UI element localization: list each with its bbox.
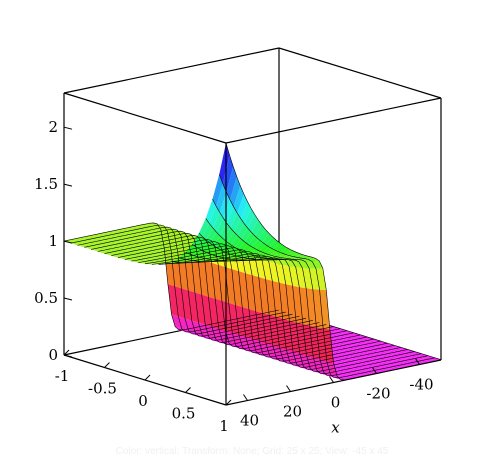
x-tick — [244, 395, 248, 401]
surface-mesh — [64, 143, 441, 380]
z-tick-label: 0.5 — [34, 289, 58, 307]
z-tick — [64, 184, 72, 186]
box-edge — [64, 93, 226, 143]
box-edge — [226, 98, 441, 143]
z-tick — [64, 127, 72, 129]
t-tick-label: 0.5 — [172, 405, 196, 423]
t-tick-label: -0.5 — [88, 380, 117, 398]
t-tick — [145, 375, 150, 380]
t-tick-label: -1 — [55, 367, 70, 385]
z-tick-label: 0 — [48, 346, 58, 364]
x-tick — [330, 377, 334, 383]
box-edge — [64, 48, 279, 93]
x-tick-label: -40 — [409, 376, 433, 394]
plot-caption: Color: vertical; Transform: None; Grid: … — [0, 446, 504, 457]
z-tick — [64, 298, 72, 300]
t-tick — [105, 363, 110, 368]
z-tick-label: 1 — [48, 232, 58, 250]
x-axis-title: x — [331, 419, 340, 437]
t-tick — [186, 388, 191, 393]
x-tick — [287, 386, 291, 392]
z-tick-label: 2 — [48, 118, 58, 136]
box-edge — [279, 48, 441, 98]
t-tick-label: 1 — [219, 417, 229, 435]
z-tick-label: 1.5 — [34, 175, 58, 193]
x-tick-label: -20 — [366, 385, 390, 403]
x-tick-label: 0 — [331, 394, 341, 412]
x-tick-label: 20 — [283, 403, 302, 421]
t-tick-label: 0 — [138, 392, 148, 410]
x-tick-label: 40 — [240, 412, 259, 430]
